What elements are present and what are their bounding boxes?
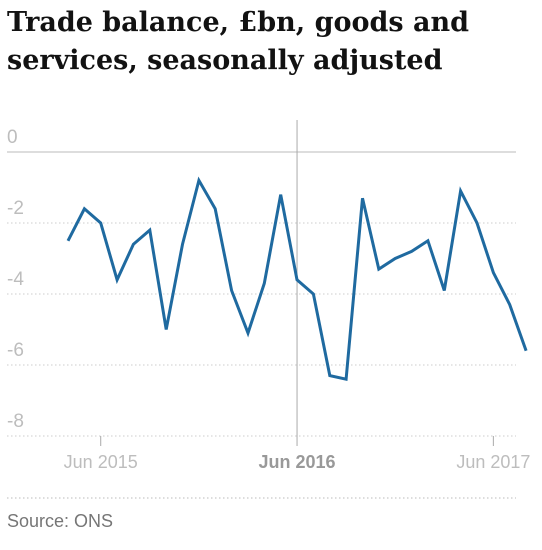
x-axis-ticks: Jun 2015 Jun 2016 Jun 2017: [64, 120, 530, 472]
series-layer: [66, 176, 528, 382]
x-tick-label: Jun 2015: [64, 452, 138, 472]
chart-title: Trade balance, £bn, goods and services, …: [7, 7, 469, 76]
x-tick-label: Jun 2017: [456, 452, 530, 472]
y-tick-label: -6: [7, 340, 24, 361]
x-tick-label: Jun 2016: [259, 452, 336, 472]
y-tick-label: -2: [7, 198, 24, 219]
y-tick-label: -4: [7, 269, 24, 290]
y-axis-ticks: 0 -2 -4 -6 -8: [7, 127, 24, 432]
series-line: [66, 176, 528, 382]
y-tick-label: 0: [7, 127, 18, 148]
gridlines: [7, 151, 516, 437]
source-note: Source: ONS: [7, 511, 114, 531]
y-tick-label: -8: [7, 411, 24, 432]
